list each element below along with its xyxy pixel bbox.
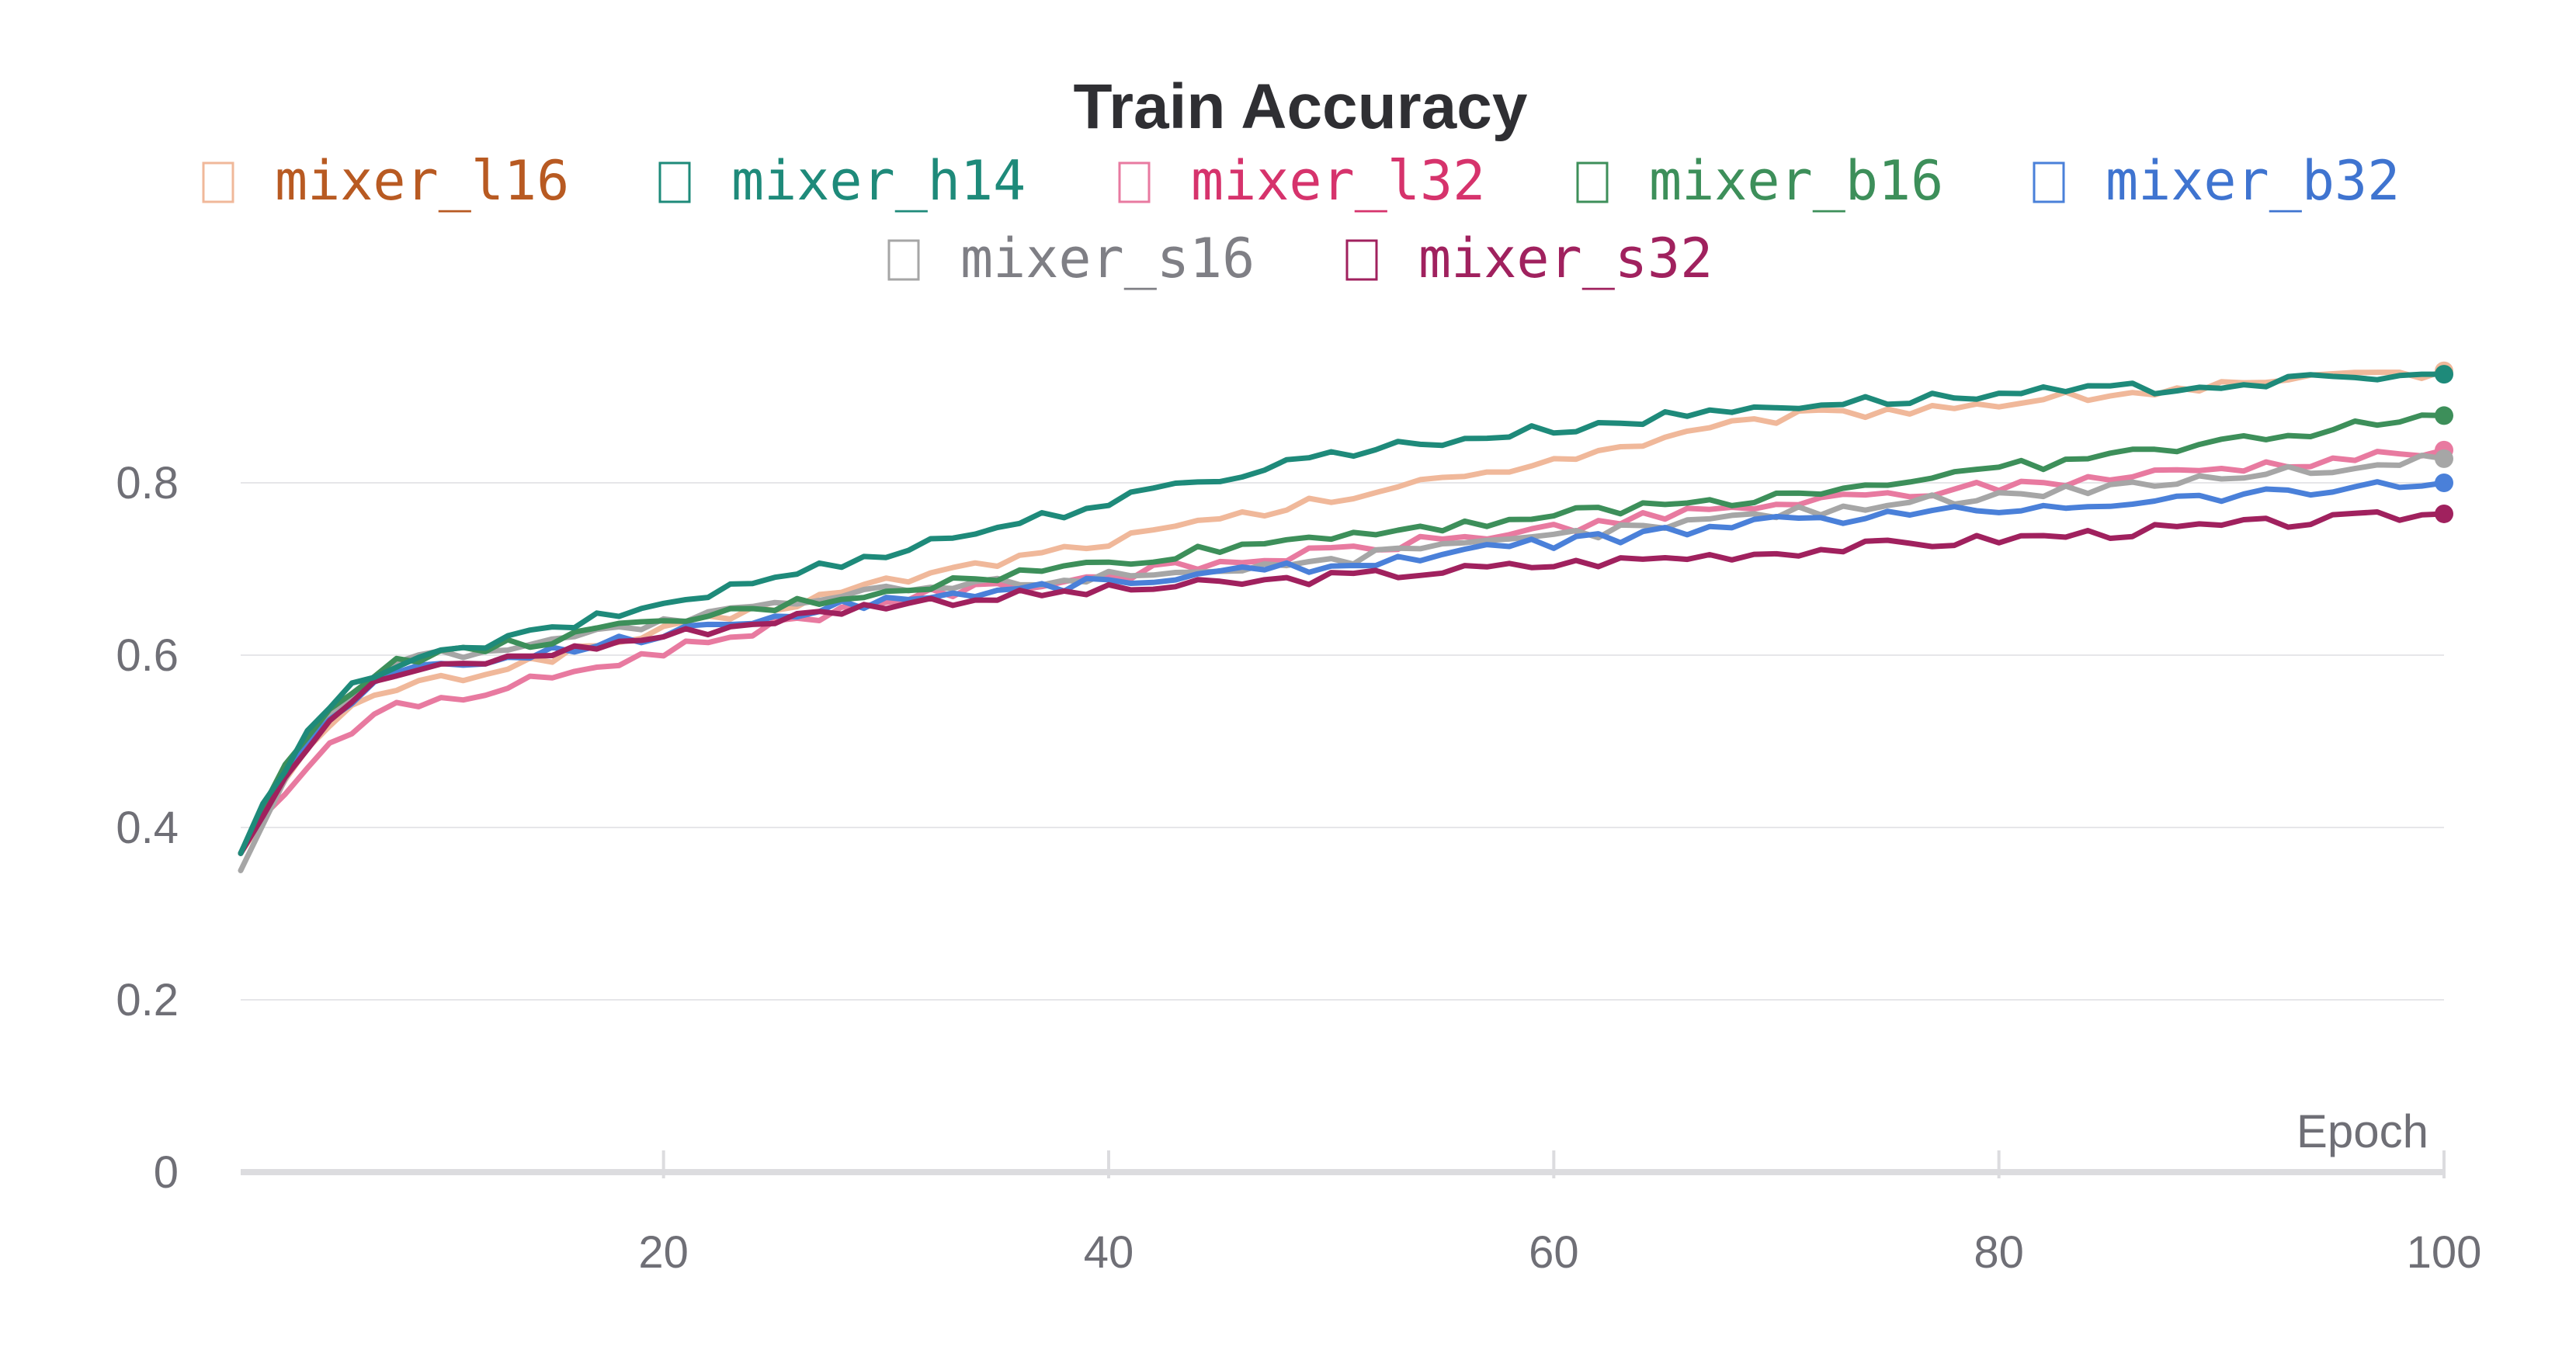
series-end-point-mixer_h14: [2435, 365, 2453, 384]
legend-item-mixer_b16: mixer_b16: [1576, 149, 1943, 213]
legend-label: mixer_h14: [731, 149, 1026, 213]
legend-item-mixer_s32: mixer_s32: [1345, 227, 1713, 290]
legend-label: mixer_s16: [960, 227, 1255, 290]
y-axis: 0 0.2 0.4 0.6 0.8: [116, 458, 179, 1198]
x-axis-title: Epoch: [2297, 1105, 2428, 1157]
legend: mixer_l16 mixer_h14 mixer_l32 mixer_b16 mixe…: [202, 149, 2400, 290]
x-tick-label: 60: [1529, 1227, 1579, 1278]
legend-item-mixer_l32: mixer_l32: [1118, 149, 1485, 213]
legend-item-mixer_b32: mixer_b32: [2033, 149, 2400, 213]
legend-item-mixer_s16: mixer_s16: [887, 227, 1255, 290]
legend-item-mixer_l16: mixer_l16: [202, 149, 569, 213]
x-tick-label: 80: [1974, 1227, 2024, 1278]
series-end-point-mixer_s16: [2435, 449, 2453, 468]
legend-label: mixer_l32: [1191, 149, 1485, 213]
series-lines: [238, 361, 2453, 873]
legend-label: mixer_l16: [275, 149, 569, 213]
y-tick-label: 0.4: [116, 803, 179, 853]
x-tick-label: 20: [638, 1227, 689, 1278]
y-tick-label: 0.6: [116, 630, 179, 681]
series-end-point-mixer_b32: [2435, 474, 2453, 492]
legend-label: mixer_b32: [2106, 149, 2400, 213]
y-tick-label: 0.2: [116, 975, 179, 1025]
legend-swatch: [1118, 161, 1151, 203]
series-line-mixer_b32: [238, 479, 2447, 856]
series-line-mixer_b16: [238, 412, 2447, 856]
series-line-mixer_l32: [238, 447, 2447, 856]
chart-title: Train Accuracy: [1074, 71, 1528, 142]
x-axis: 20 40 60 80 100: [241, 1150, 2481, 1278]
x-tick-label: 40: [1084, 1227, 1134, 1278]
series-end-point-mixer_b16: [2435, 406, 2453, 425]
x-tick-label: 100: [2407, 1227, 2482, 1278]
y-tick-label: 0.8: [116, 458, 179, 508]
legend-swatch: [1345, 239, 1378, 281]
legend-label: mixer_s32: [1418, 227, 1713, 290]
series-line-mixer_l16: [238, 368, 2447, 856]
legend-swatch: [887, 239, 920, 281]
legend-label: mixer_b16: [1649, 149, 1943, 213]
series-end-point-mixer_s32: [2435, 504, 2453, 523]
legend-swatch: [2033, 161, 2065, 203]
legend-swatch: [658, 161, 691, 203]
series-line-mixer_s32: [238, 509, 2447, 856]
y-tick-label: 0: [154, 1147, 179, 1198]
series-line-mixer_h14: [238, 371, 2447, 856]
legend-swatch: [202, 161, 234, 203]
legend-item-mixer_h14: mixer_h14: [658, 149, 1026, 213]
series-line-mixer_s16: [238, 453, 2447, 873]
legend-swatch: [1576, 161, 1609, 203]
